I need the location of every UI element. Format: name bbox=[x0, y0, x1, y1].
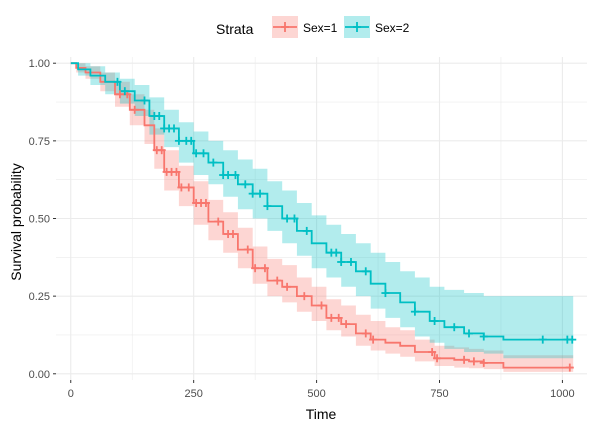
legend-title: Strata bbox=[216, 21, 254, 37]
censor-mark-sex-1 bbox=[479, 358, 488, 367]
censor-mark-sex-1 bbox=[428, 348, 437, 357]
censor-mark-sex-2 bbox=[283, 214, 292, 223]
censor-mark-sex-1 bbox=[317, 301, 326, 310]
censor-mark-sex-1 bbox=[369, 335, 378, 344]
x-tick-label: 250 bbox=[184, 388, 202, 400]
legend-items: Sex=1 Sex=2 bbox=[272, 16, 410, 38]
censor-mark-sex-2 bbox=[231, 171, 240, 180]
censor-mark-sex-1 bbox=[115, 90, 124, 99]
censor-mark-sex-2 bbox=[568, 335, 577, 344]
censor-mark-sex-2 bbox=[209, 158, 218, 167]
censor-mark-sex-1 bbox=[300, 292, 309, 301]
confidence-band-sex-2 bbox=[70, 63, 574, 359]
y-axis-title: Survival probability bbox=[8, 163, 24, 281]
legend-label-sex-1: Sex=1 bbox=[303, 21, 338, 35]
censor-mark-sex-2 bbox=[302, 226, 311, 235]
censor-mark-sex-2 bbox=[192, 149, 201, 158]
y-tick-label: 0.75 bbox=[29, 136, 50, 148]
x-axis-title: Time bbox=[306, 406, 337, 422]
censor-mark-sex-2 bbox=[248, 189, 257, 198]
censor-marks bbox=[113, 77, 577, 372]
censor-mark-sex-1 bbox=[460, 355, 469, 364]
censor-mark-sex-2 bbox=[187, 136, 196, 145]
legend-label-sex-2: Sex=2 bbox=[375, 21, 410, 35]
censor-mark-sex-1 bbox=[229, 230, 237, 239]
censor-mark-sex-2 bbox=[361, 267, 370, 276]
censor-mark-sex-2 bbox=[155, 112, 164, 121]
censor-mark-sex-2 bbox=[347, 257, 355, 266]
x-tick-label: 0 bbox=[68, 388, 74, 400]
censor-mark-sex-1 bbox=[469, 357, 478, 366]
censor-mark-sex-2 bbox=[337, 257, 346, 266]
censor-mark-sex-2 bbox=[450, 323, 459, 332]
censor-mark-sex-2 bbox=[538, 335, 547, 344]
censor-mark-sex-1 bbox=[565, 363, 574, 372]
censor-mark-sex-2 bbox=[430, 316, 439, 325]
censor-mark-sex-2 bbox=[479, 332, 488, 341]
survival-curve-sex-2 bbox=[70, 62, 574, 341]
censor-mark-sex-1 bbox=[157, 146, 166, 155]
y-tick-label: 0.25 bbox=[29, 291, 50, 303]
censor-mark-sex-1 bbox=[273, 276, 282, 285]
censor-mark-sex-2 bbox=[465, 329, 473, 338]
censor-mark-sex-2 bbox=[199, 149, 208, 158]
censor-mark-sex-2 bbox=[241, 180, 250, 189]
censor-mark-sex-1 bbox=[433, 354, 442, 363]
censor-mark-sex-2 bbox=[410, 307, 419, 316]
censor-mark-sex-2 bbox=[263, 202, 272, 211]
censor-mark-sex-2 bbox=[174, 136, 183, 145]
censor-mark-sex-1 bbox=[361, 329, 370, 338]
censor-mark-sex-1 bbox=[243, 245, 252, 254]
censor-mark-sex-1 bbox=[184, 183, 193, 192]
x-tick-label: 750 bbox=[430, 388, 448, 400]
censor-mark-sex-2 bbox=[140, 96, 149, 105]
x-tick-label: 1000 bbox=[550, 388, 574, 400]
censor-mark-sex-1 bbox=[283, 282, 292, 291]
censor-mark-sex-1 bbox=[130, 105, 139, 114]
censor-mark-sex-1 bbox=[172, 167, 181, 176]
censor-mark-sex-2 bbox=[113, 77, 122, 86]
censor-mark-sex-2 bbox=[120, 87, 129, 96]
y-tick-label: 0.50 bbox=[29, 214, 50, 226]
censor-mark-sex-1 bbox=[214, 217, 223, 226]
censor-mark-sex-2 bbox=[256, 189, 265, 198]
y-tick-label: 1.00 bbox=[29, 58, 50, 70]
censor-mark-sex-1 bbox=[342, 320, 351, 329]
y-tick-label: 0.00 bbox=[29, 369, 50, 381]
censor-mark-sex-1 bbox=[327, 313, 336, 322]
x-tick-label: 500 bbox=[307, 388, 325, 400]
censor-mark-sex-2 bbox=[170, 124, 178, 133]
censor-mark-sex-2 bbox=[381, 289, 390, 298]
legend: Strata Sex=1 Sex=2 bbox=[216, 16, 410, 38]
censor-mark-sex-1 bbox=[251, 264, 260, 273]
censor-mark-sex-1 bbox=[201, 198, 210, 207]
censor-mark-sex-1 bbox=[177, 183, 186, 192]
legend-item-sex-1: Sex=1 bbox=[272, 16, 338, 38]
censor-mark-sex-2 bbox=[224, 171, 233, 180]
censor-mark-sex-1 bbox=[260, 264, 269, 273]
censor-mark-sex-2 bbox=[290, 214, 299, 223]
censor-mark-sex-2 bbox=[332, 248, 341, 257]
axes: 0 250 500 750 1000 0.00 0.25 0.50 0.75 1.00 bbox=[29, 58, 575, 400]
censor-mark-sex-1 bbox=[334, 313, 343, 322]
legend-item-sex-2: Sex=2 bbox=[344, 16, 410, 38]
